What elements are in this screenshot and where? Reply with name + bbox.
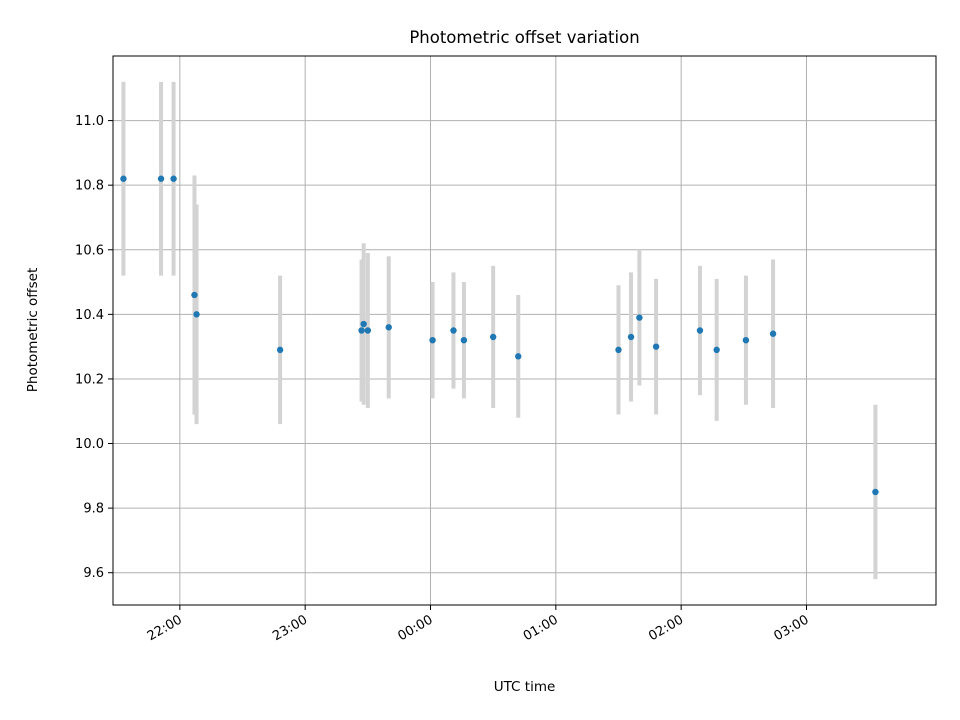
data-point <box>460 336 468 344</box>
y-axis-ticks: 9.6 9.8 10.0 10.2 10.4 10.6 10.8 11.0 <box>75 114 113 581</box>
data-point <box>872 488 879 496</box>
data-point <box>636 314 643 321</box>
data-point <box>385 324 392 331</box>
data-point <box>742 336 750 344</box>
data-point <box>696 327 704 334</box>
y-tick-label: 10.4 <box>75 308 104 323</box>
y-tick-label: 9.6 <box>83 566 104 581</box>
data-point <box>450 327 457 334</box>
y-tick-label: 11.0 <box>75 114 104 129</box>
data-point <box>120 175 127 182</box>
data-point <box>652 343 660 350</box>
data-point <box>157 175 165 182</box>
y-tick-label: 10.8 <box>75 179 104 194</box>
data-point <box>360 320 367 328</box>
data-point <box>489 333 497 341</box>
y-tick-label: 10.0 <box>75 437 104 452</box>
y-tick-label: 10.6 <box>75 243 104 258</box>
plot-area-background <box>113 56 936 605</box>
data-point <box>515 353 522 360</box>
y-axis-label: Photometric offset <box>25 268 41 392</box>
data-point <box>170 175 177 182</box>
chart-title: Photometric offset variation <box>409 28 639 47</box>
data-point <box>429 336 436 344</box>
data-point <box>193 311 200 318</box>
data-point <box>627 333 635 341</box>
grid-lines <box>113 56 936 605</box>
data-points <box>120 175 879 496</box>
data-point <box>358 327 365 334</box>
data-point <box>191 291 198 299</box>
plot-area-frame <box>112 55 937 606</box>
data-point <box>276 346 284 354</box>
y-tick-label: 9.8 <box>83 502 104 517</box>
y-tick-label: 10.2 <box>75 372 104 387</box>
data-point <box>364 327 372 334</box>
data-point <box>713 346 720 354</box>
data-point <box>615 346 622 354</box>
data-point <box>769 330 777 337</box>
x-axis-label: UTC time <box>494 679 556 695</box>
